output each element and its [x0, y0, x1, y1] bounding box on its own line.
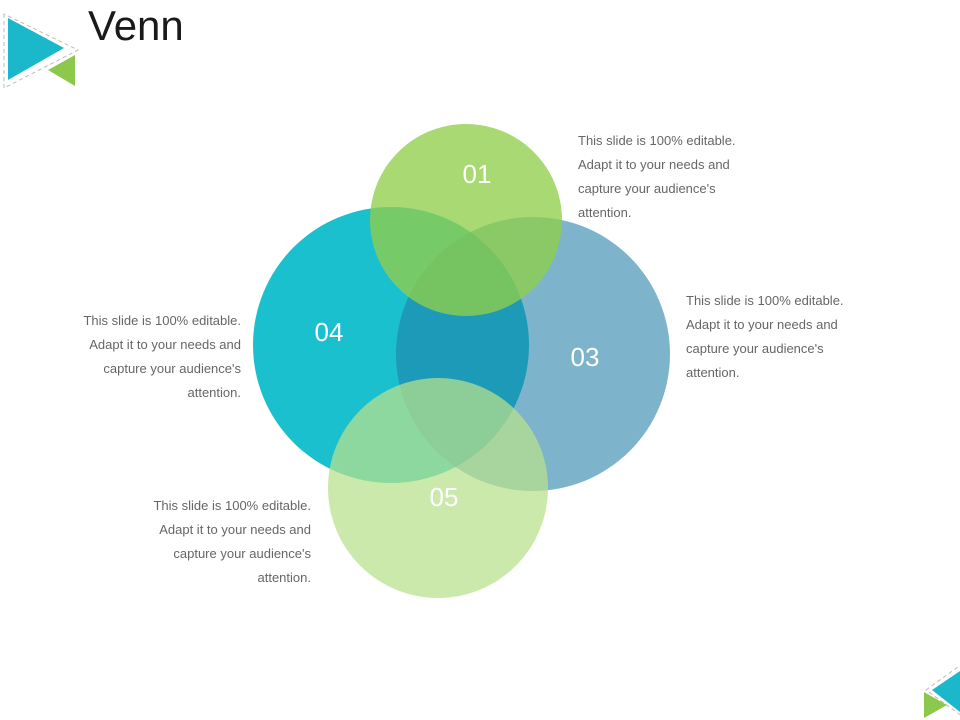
- text-line: attention.: [257, 570, 312, 585]
- text-line: Adapt it to your needs and: [159, 522, 311, 537]
- text-line: This slide is 100% editable.: [83, 313, 241, 328]
- text-line: capture your audience's: [578, 181, 716, 196]
- text-block-03: This slide is 100% editable. Adapt it to…: [686, 289, 866, 385]
- circle-label-04: 04: [315, 317, 344, 347]
- text-line: This slide is 100% editable.: [686, 293, 844, 308]
- text-line: attention.: [686, 365, 740, 380]
- text-line: capture your audience's: [686, 341, 824, 356]
- circle-label-01: 01: [463, 159, 492, 189]
- text-block-05: This slide is 100% editable. Adapt it to…: [131, 494, 311, 590]
- circle-05: [328, 378, 548, 598]
- text-line: Adapt it to your needs and: [686, 317, 838, 332]
- circle-01: [370, 124, 562, 316]
- corner-icon: [924, 664, 960, 718]
- page-title: Venn: [88, 2, 184, 49]
- text-line: capture your audience's: [173, 546, 311, 561]
- text-line: attention.: [187, 385, 242, 400]
- text-line: Adapt it to your needs and: [578, 157, 730, 172]
- logo-icon: [3, 13, 80, 89]
- text-block-04: This slide is 100% editable. Adapt it to…: [61, 309, 241, 405]
- text-block-01: This slide is 100% editable. Adapt it to…: [578, 129, 758, 225]
- text-line: Adapt it to your needs and: [89, 337, 241, 352]
- text-line: attention.: [578, 205, 632, 220]
- text-line: This slide is 100% editable.: [153, 498, 311, 513]
- text-line: This slide is 100% editable.: [578, 133, 736, 148]
- circle-label-05: 05: [430, 482, 459, 512]
- text-line: capture your audience's: [103, 361, 241, 376]
- circle-label-03: 03: [571, 342, 600, 372]
